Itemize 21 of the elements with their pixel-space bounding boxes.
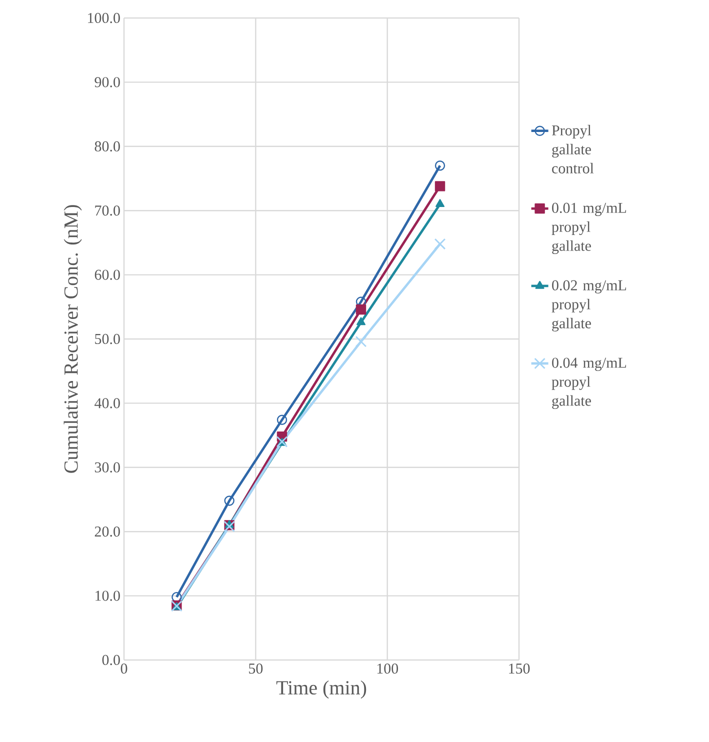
legend-label: 0.01 mg/mL propyl gallate	[552, 202, 626, 254]
y-tick-label: 30.0	[94, 462, 120, 472]
y-tick-label: 50.0	[95, 334, 120, 344]
x-axis-title: Time (min)	[276, 680, 366, 699]
legend-label: Propyl gallate control	[552, 124, 594, 174]
x-tick-label: 50	[249, 664, 263, 674]
y-tick-label: 100.0	[88, 12, 120, 24]
x-tick-label: 100	[377, 664, 398, 674]
y-tick-label: 60.0	[94, 270, 120, 280]
y-tick-label: 10.0	[96, 590, 120, 601]
y-tick-label: 0.0	[102, 654, 120, 666]
x-tick-label: 150	[509, 664, 530, 674]
y-tick-label: 80.0	[94, 141, 120, 152]
y-tick-label: 40.0	[94, 398, 120, 408]
y-tick-label: 90.0	[94, 77, 120, 88]
y-axis-title: Cumulative Receiver Conc. (nM)	[64, 205, 82, 473]
legend-label: 0.02 mg/mL propyl gallate	[552, 280, 626, 332]
y-tick-label: 70.0	[95, 206, 120, 216]
legend-label: 0.04 mg/mL propyl gallate	[552, 358, 626, 409]
y-tick-label: 20.0	[94, 526, 120, 537]
x-tick-label: 0	[120, 664, 128, 674]
